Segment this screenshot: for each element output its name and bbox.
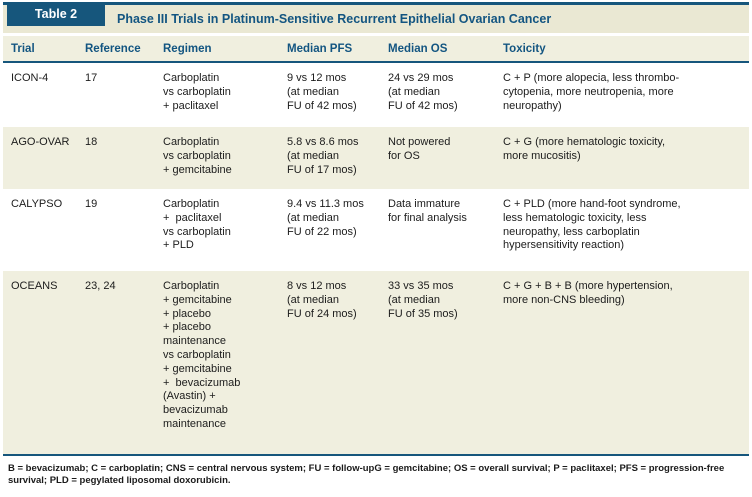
col-header-reference: Reference xyxy=(85,36,163,63)
cell-median-pfs: 9 vs 12 mos (at median FU of 42 mos) xyxy=(287,72,357,112)
cell-regimen: Carboplatin + gemcitabine + placebo + pl… xyxy=(163,280,241,430)
cell-regimen: Carboplatin + paclitaxel vs carboplatin … xyxy=(163,198,231,252)
cell-median-pfs: 9.4 vs 11.3 mos (at median FU of 22 mos) xyxy=(287,198,364,238)
table-header-row: Trial Reference Regimen Median PFS Media… xyxy=(3,36,749,63)
row-calypso: CALYPSO 19 Carboplatin + paclitaxel vs c… xyxy=(3,189,749,271)
row-ago-ovar: AGO-OVAR 18 Carboplatin vs carboplatin +… xyxy=(3,127,749,189)
col-header-median-pfs: Median PFS xyxy=(287,36,388,63)
cell-reference: 23, 24 xyxy=(85,280,116,292)
cell-trial: ICON-4 xyxy=(11,72,49,84)
row-oceans: OCEANS 23, 24 Carboplatin + gemcitabine … xyxy=(3,271,749,454)
cell-reference: 19 xyxy=(85,198,98,210)
cell-toxicity: C + G (more hematologic toxicity, more m… xyxy=(503,136,666,162)
cell-median-os: Not powered for OS xyxy=(388,136,451,162)
top-rule xyxy=(3,2,749,5)
table-number-tag: Table 2 xyxy=(7,2,105,26)
cell-median-pfs: 5.8 vs 8.6 mos (at median FU of 17 mos) xyxy=(287,136,359,176)
cell-regimen: Carboplatin vs carboplatin + paclitaxel xyxy=(163,72,231,112)
col-header-trial: Trial xyxy=(3,36,85,63)
cell-median-os: 24 vs 29 mos (at median FU of 42 mos) xyxy=(388,72,458,112)
trials-table: Trial Reference Regimen Median PFS Media… xyxy=(3,36,749,454)
bottom-rule xyxy=(3,454,749,456)
row-icon-4: ICON-4 17 Carboplatin vs carboplatin + p… xyxy=(3,62,749,127)
abbreviations-footnote: B = bevacizumab; C = carboplatin; CNS = … xyxy=(8,463,725,486)
cell-median-os: 33 vs 35 mos (at median FU of 35 mos) xyxy=(388,280,458,320)
cell-reference: 17 xyxy=(85,72,98,84)
cell-toxicity: C + PLD (more hand-foot syndrome, less h… xyxy=(503,198,681,252)
cell-reference: 18 xyxy=(85,136,98,148)
col-header-regimen: Regimen xyxy=(163,36,287,63)
cell-toxicity: C + P (more alopecia, less thrombo- cyto… xyxy=(503,72,680,112)
col-header-toxicity: Toxicity xyxy=(503,36,749,63)
table-title: Phase III Trials in Platinum-Sensitive R… xyxy=(117,12,552,26)
title-header-divider xyxy=(3,33,749,36)
cell-regimen: Carboplatin vs carboplatin + gemcitabine xyxy=(163,136,232,176)
col-header-median-os: Median OS xyxy=(388,36,503,63)
cell-trial: CALYPSO xyxy=(11,198,63,210)
cell-median-os: Data immature for final analysis xyxy=(388,198,467,224)
cell-trial: AGO-OVAR xyxy=(11,136,70,148)
cell-trial: OCEANS xyxy=(11,280,58,292)
title-band: Table 2 Phase III Trials in Platinum-Sen… xyxy=(3,2,749,33)
cell-median-pfs: 8 vs 12 mos (at median FU of 24 mos) xyxy=(287,280,357,320)
cell-toxicity: C + G + B + B (more hypertension, more n… xyxy=(503,280,673,306)
